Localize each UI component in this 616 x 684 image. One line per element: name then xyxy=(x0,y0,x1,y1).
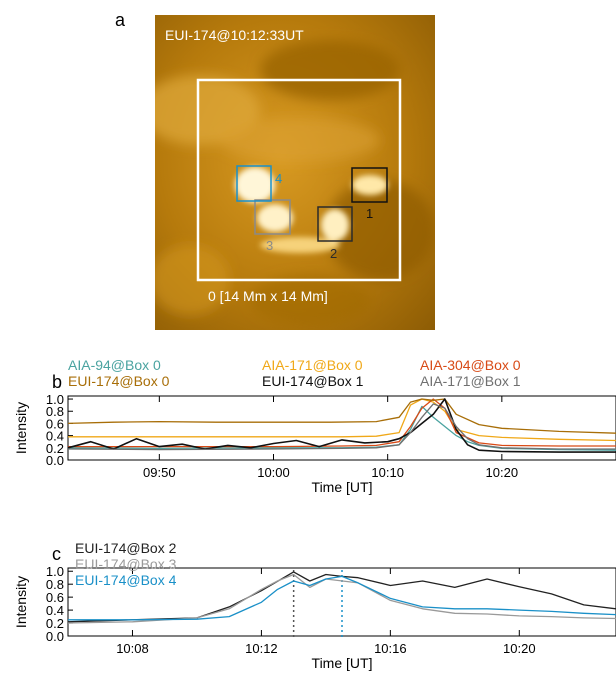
y-tick-label-c: 0.4 xyxy=(46,603,64,618)
box-0 xyxy=(196,78,402,282)
y-tick-label-b: 0.4 xyxy=(46,429,64,444)
legend-entry-c-3: EUI-174@Box 4 xyxy=(75,572,177,588)
series-line-b-4 xyxy=(67,398,616,434)
euv-image-brightenings xyxy=(235,167,388,253)
box-4-label: 4 xyxy=(275,171,282,186)
y-axis-label-c: Intensity xyxy=(13,576,29,628)
box-0-label: 0 [14 Mm x 14 Mm] xyxy=(208,288,328,304)
y-tick-label-b: 1.0 xyxy=(46,392,64,407)
series-line-c-2 xyxy=(67,573,616,624)
image-title: EUI-174@10:12:33UT xyxy=(165,27,304,43)
y-tick-label-b: 0.8 xyxy=(46,404,64,419)
euv-image-texture xyxy=(155,40,435,325)
x-tick-label-c: 10:12 xyxy=(245,641,278,656)
box-2-label: 2 xyxy=(330,246,337,261)
x-tick-label-b: 10:20 xyxy=(486,465,519,480)
box-3-label: 3 xyxy=(266,238,273,253)
plot-frame-b xyxy=(67,395,616,461)
euv-image xyxy=(155,15,435,330)
panel-label-b: b xyxy=(52,372,62,392)
y-tick-label-c: 1.0 xyxy=(46,564,64,579)
y-tick-label-c: 0.6 xyxy=(46,590,64,605)
y-tick-label-c: 0.8 xyxy=(46,577,64,592)
legend-entry-b-4: EUI-174@Box 0 xyxy=(68,373,170,389)
panel-label-c: c xyxy=(52,544,61,564)
y-tick-label-b: 0.2 xyxy=(46,441,64,456)
legend-entry-b-2: AIA-171@Box 0 xyxy=(262,357,363,373)
series-line-c-1 xyxy=(67,571,616,623)
series-line-b-2 xyxy=(68,398,616,442)
x-tick-label-c: 10:20 xyxy=(503,641,536,656)
box-4 xyxy=(236,165,272,202)
x-tick-label-c: 10:16 xyxy=(374,641,407,656)
x-axis-label-b: Time [UT] xyxy=(312,479,373,495)
y-tick-label-b: 0.6 xyxy=(46,416,64,431)
legend-entry-b-3: AIA-304@Box 0 xyxy=(420,357,521,373)
box-3 xyxy=(254,199,291,235)
box-1-label: 1 xyxy=(366,206,373,221)
series-line-c-3 xyxy=(68,575,616,621)
plot-c: 0.00.20.40.60.81.0 10:08 10:12 10:16 10:20 Ti… xyxy=(13,540,616,671)
y-tick-label-c: 0.2 xyxy=(46,616,64,631)
y-axis-label-b: Intensity xyxy=(13,402,29,454)
box-1 xyxy=(351,167,388,203)
x-tick-label-b: 10:00 xyxy=(257,465,290,480)
y-tick-label-b: 0.0 xyxy=(46,453,64,468)
legend-entry-b-5: EUI-174@Box 1 xyxy=(262,373,364,389)
legend-entry-b-6: AIA-171@Box 1 xyxy=(420,373,521,389)
series-line-b-5 xyxy=(67,398,616,453)
plot-b: 0.00.20.40.60.81.0 09:50 10:00 10:10 10:20 Ti… xyxy=(13,392,616,495)
series-line-b-6 xyxy=(67,403,616,451)
legend-entry-c-2: EUI-174@Box 3 xyxy=(75,556,177,572)
panel-label-a: a xyxy=(115,10,126,30)
series-line-b-3 xyxy=(68,398,616,448)
y-tick-label-c: 0.0 xyxy=(46,629,64,644)
x-tick-label-c: 10:08 xyxy=(116,641,149,656)
legend-entry-b-1: AIA-94@Box 0 xyxy=(68,357,161,373)
legend-b: AIA-94@Box 0 AIA-171@Box 0 AIA-304@Box 0 EU… xyxy=(68,357,521,389)
x-axis-label-c: Time [UT] xyxy=(312,655,373,671)
x-tick-label-b: 09:50 xyxy=(143,465,176,480)
box-2 xyxy=(317,206,353,242)
legend-entry-c-1: EUI-174@Box 2 xyxy=(75,540,177,556)
x-tick-label-b: 10:10 xyxy=(371,465,404,480)
